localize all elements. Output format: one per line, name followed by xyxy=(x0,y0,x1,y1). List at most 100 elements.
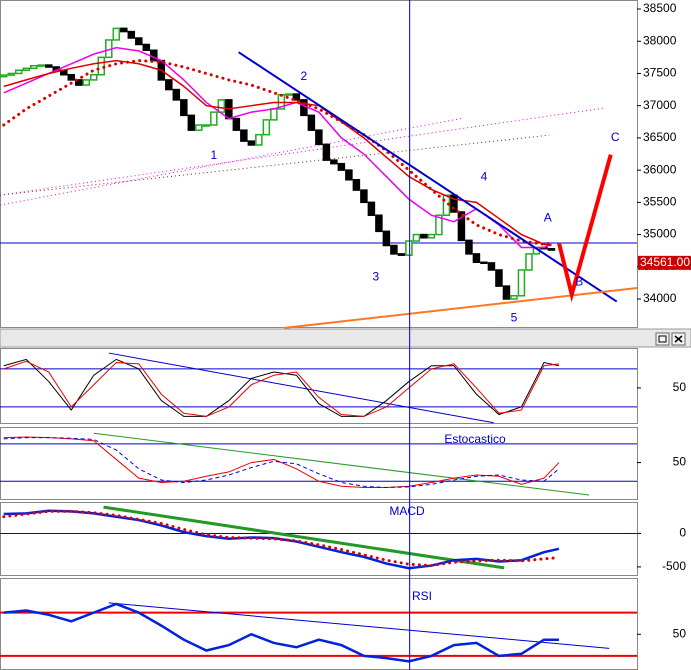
candle-body xyxy=(210,111,218,126)
y-tick-label: 34000 xyxy=(643,291,677,305)
candle-body xyxy=(195,124,203,131)
panel-header xyxy=(0,328,691,348)
y-tick-label: 0 xyxy=(679,526,686,540)
wave-label: 2 xyxy=(301,69,308,83)
y-tick-label: 35500 xyxy=(643,195,677,209)
y-tick-label: 50 xyxy=(673,380,687,394)
indicator-line xyxy=(3,436,560,489)
trend-line xyxy=(283,287,638,329)
candle-body xyxy=(127,30,136,39)
candle-body xyxy=(232,117,241,131)
panel-title: Estocastico xyxy=(444,432,506,446)
indicator-line xyxy=(3,602,559,663)
candle-body xyxy=(420,233,428,239)
candle-body xyxy=(37,64,46,67)
candle-body xyxy=(247,140,256,146)
price-label-box xyxy=(638,255,691,270)
maximize-button[interactable] xyxy=(655,332,670,346)
panel-title: RSI xyxy=(412,589,432,603)
candle-body xyxy=(262,119,271,136)
wave-label: 1 xyxy=(210,148,217,162)
candle-body xyxy=(457,211,466,242)
candle-body xyxy=(67,74,76,81)
candle-body xyxy=(322,143,331,161)
wave-label: B xyxy=(575,274,583,288)
y-tick-label: 38500 xyxy=(643,1,677,15)
candle-body xyxy=(345,169,353,181)
candle-body xyxy=(270,108,278,121)
candle-body xyxy=(285,93,293,96)
candle-body xyxy=(172,88,181,101)
candle-body xyxy=(390,244,398,255)
trend-line xyxy=(0,134,550,196)
y-tick-label: 38000 xyxy=(643,33,677,47)
y-tick-label: 50 xyxy=(673,455,687,469)
indicator-line xyxy=(3,509,560,570)
candle-body xyxy=(382,230,391,247)
indicator-line xyxy=(2,509,561,568)
candle-body xyxy=(472,253,481,264)
y-tick-label: 36500 xyxy=(643,130,677,144)
wave-label: A xyxy=(544,211,552,225)
candle-body xyxy=(435,214,443,236)
moving-average xyxy=(3,46,552,249)
y-tick-label: 37500 xyxy=(643,66,677,80)
candle-body xyxy=(15,69,23,75)
candle-body xyxy=(337,162,346,171)
candle-body xyxy=(375,214,383,233)
candle-body xyxy=(367,201,376,216)
candle-body xyxy=(292,93,301,101)
maximize-icon xyxy=(658,335,667,343)
candle-body xyxy=(120,27,128,33)
candle-body xyxy=(495,269,503,287)
candle-body xyxy=(360,189,368,204)
trend-line xyxy=(93,432,590,496)
price-label: 34561.00 xyxy=(640,255,690,269)
candle-body xyxy=(0,74,8,78)
wave-label: C xyxy=(611,130,620,144)
candle-body xyxy=(165,79,173,91)
candle-body xyxy=(487,262,496,271)
candle-body xyxy=(315,129,323,146)
trend-line xyxy=(108,352,494,424)
candle-body xyxy=(547,247,556,251)
candle-body xyxy=(480,261,488,265)
candle-body xyxy=(45,64,53,68)
candle-body xyxy=(142,43,151,52)
candle-body xyxy=(22,67,31,71)
wave-label: 5 xyxy=(511,311,518,325)
candle-body xyxy=(202,124,211,127)
y-tick-label: 36000 xyxy=(643,162,677,176)
indicator-line xyxy=(3,437,560,489)
candle-body xyxy=(135,37,143,46)
panel-title: MACD xyxy=(389,504,425,518)
wave-label: 3 xyxy=(373,269,380,283)
candle-body xyxy=(255,133,263,146)
candle-body xyxy=(352,179,361,191)
candle-body xyxy=(412,233,421,242)
candle-body xyxy=(397,253,406,256)
trend-line xyxy=(0,107,605,196)
trend-line xyxy=(108,602,610,649)
candle-body xyxy=(75,79,83,86)
candle-body xyxy=(217,99,226,113)
candle-body xyxy=(240,129,248,142)
candle-body xyxy=(330,159,338,165)
indicator-line xyxy=(3,360,560,417)
candle-body xyxy=(82,79,91,86)
y-tick-label: 35000 xyxy=(643,227,677,241)
candle-body xyxy=(502,285,511,300)
candle-body xyxy=(90,74,98,81)
moving-average xyxy=(2,59,553,246)
candle-body xyxy=(112,27,121,41)
candle-body xyxy=(7,72,16,76)
y-tick-label: 37000 xyxy=(643,98,677,112)
candle-body xyxy=(180,99,188,117)
candle-body xyxy=(427,233,436,239)
y-tick-label: -500 xyxy=(662,559,686,573)
trend-line xyxy=(238,51,618,303)
moving-average xyxy=(3,59,552,247)
candle-body xyxy=(405,240,413,256)
wave-label: 4 xyxy=(481,169,488,183)
